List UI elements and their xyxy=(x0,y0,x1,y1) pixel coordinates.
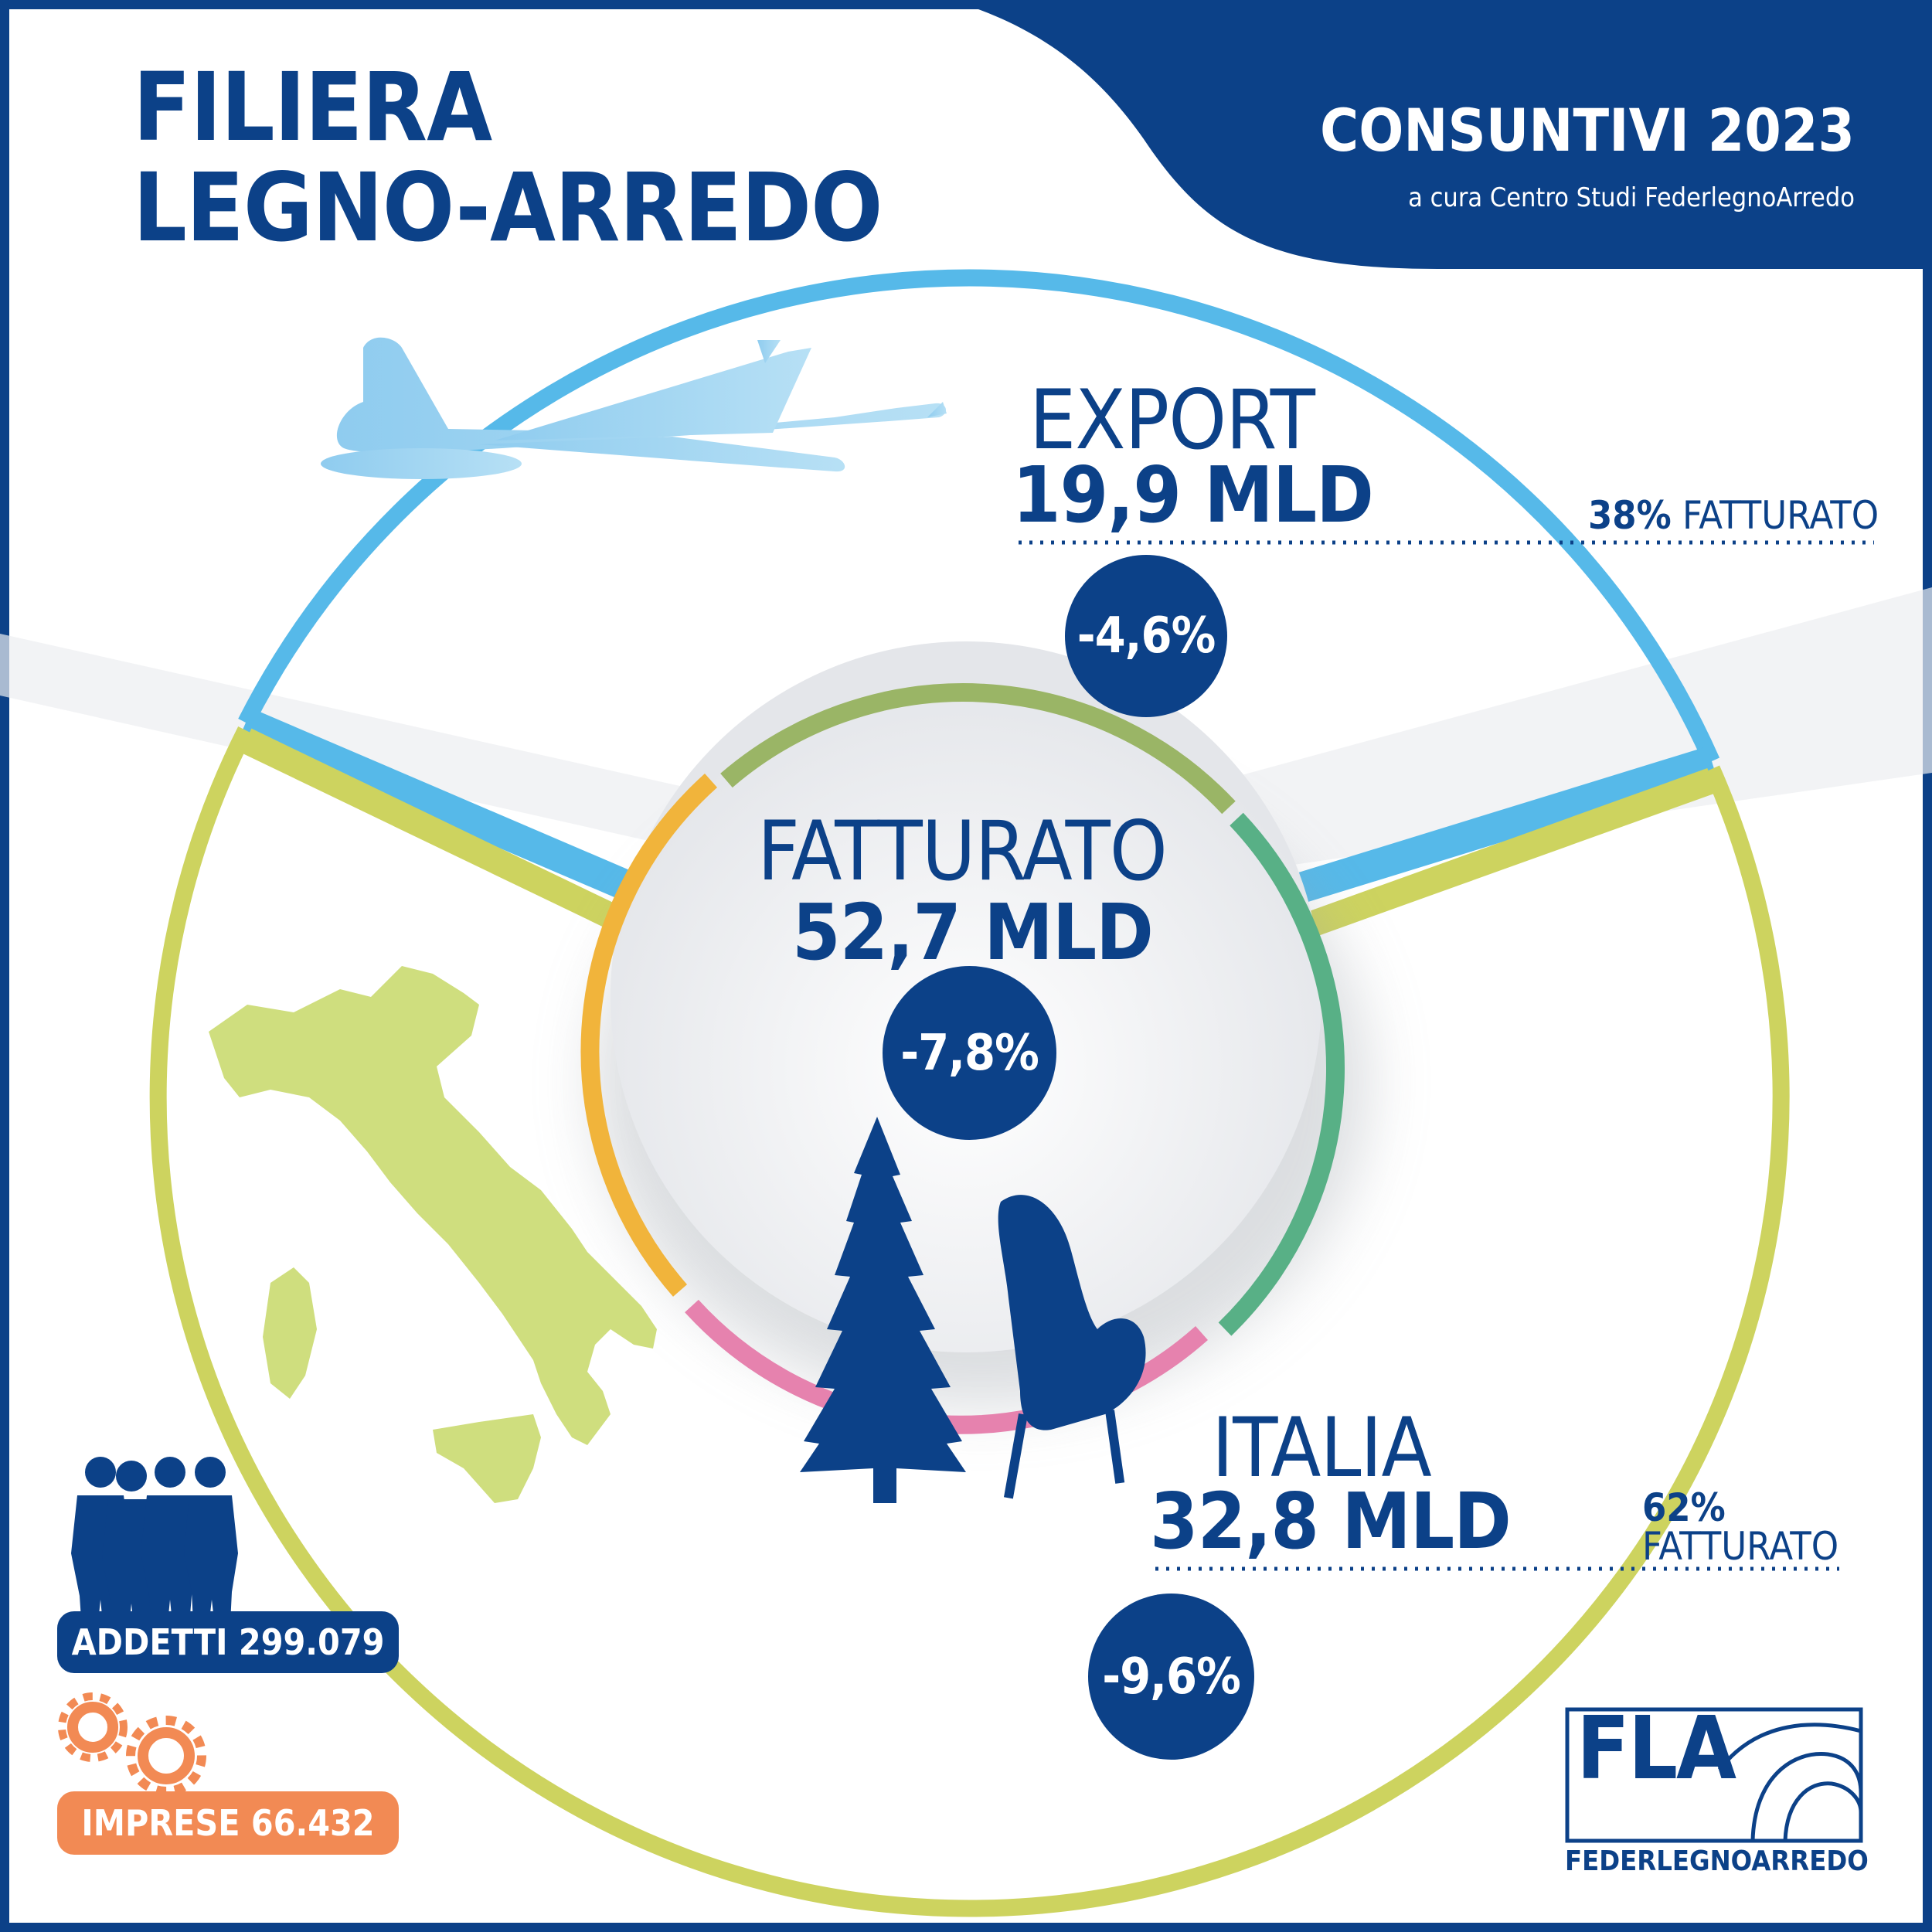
export-divider-left xyxy=(240,708,640,903)
report-subtitle: a cura Centro Studi FederlegnoArredo xyxy=(1408,182,1855,213)
fatturato-value: 52,7 MLD xyxy=(792,887,1154,978)
export-share: 38% FATTURATO xyxy=(1588,493,1879,538)
italy-map-icon xyxy=(209,966,657,1503)
imprese-pill: IMPRESE 66.432 xyxy=(57,1791,399,1855)
fla-logo-mark: FLA xyxy=(1577,1699,1736,1799)
italia-value: 32,8 MLD xyxy=(1150,1476,1512,1566)
italia-change-badge: -9,6% xyxy=(1088,1594,1254,1760)
inner-ring-teal xyxy=(1218,812,1345,1336)
report-title: CONSUNTIVI 2023 xyxy=(1320,96,1855,165)
page-title-line1: FILIERA xyxy=(133,53,492,162)
italia-label: ITALIA xyxy=(1212,1400,1432,1495)
export-ring-arc xyxy=(238,269,1720,765)
fatturato-change-badge: -7,8% xyxy=(883,966,1056,1140)
export-value: 19,9 MLD xyxy=(1012,450,1374,540)
export-label: EXPORT xyxy=(1029,372,1315,468)
italia-divider-left xyxy=(240,728,624,932)
italia-share-label: FATTURATO xyxy=(1642,1524,1839,1569)
fla-logo-name: FEDERLEGNOARREDO xyxy=(1565,1845,1869,1877)
fatturato-label: FATTURATO xyxy=(757,804,1168,899)
fla-logo-icon xyxy=(1565,1707,1863,1843)
italia-divider-right xyxy=(1309,768,1716,936)
tree-icon xyxy=(800,1117,966,1503)
header-wave xyxy=(951,0,1932,269)
gears-icon xyxy=(58,1692,206,1796)
inner-ring-orange xyxy=(580,774,718,1297)
armchair-icon xyxy=(998,1195,1146,1499)
page-title-line2: LEGNO-ARREDO xyxy=(133,153,883,263)
export-divider-right xyxy=(1294,746,1716,904)
inner-ring-green xyxy=(720,683,1236,815)
export-change-badge: -4,6% xyxy=(1065,555,1227,717)
export-share-pct: 38% xyxy=(1588,493,1672,538)
addetti-pill: ADDETTI 299.079 xyxy=(57,1611,399,1673)
italia-ring-arc xyxy=(149,726,1790,1917)
airplane-icon xyxy=(321,337,947,479)
italia-share-pct: 62% xyxy=(1642,1485,1726,1530)
export-share-label: FATTURATO xyxy=(1682,493,1879,538)
